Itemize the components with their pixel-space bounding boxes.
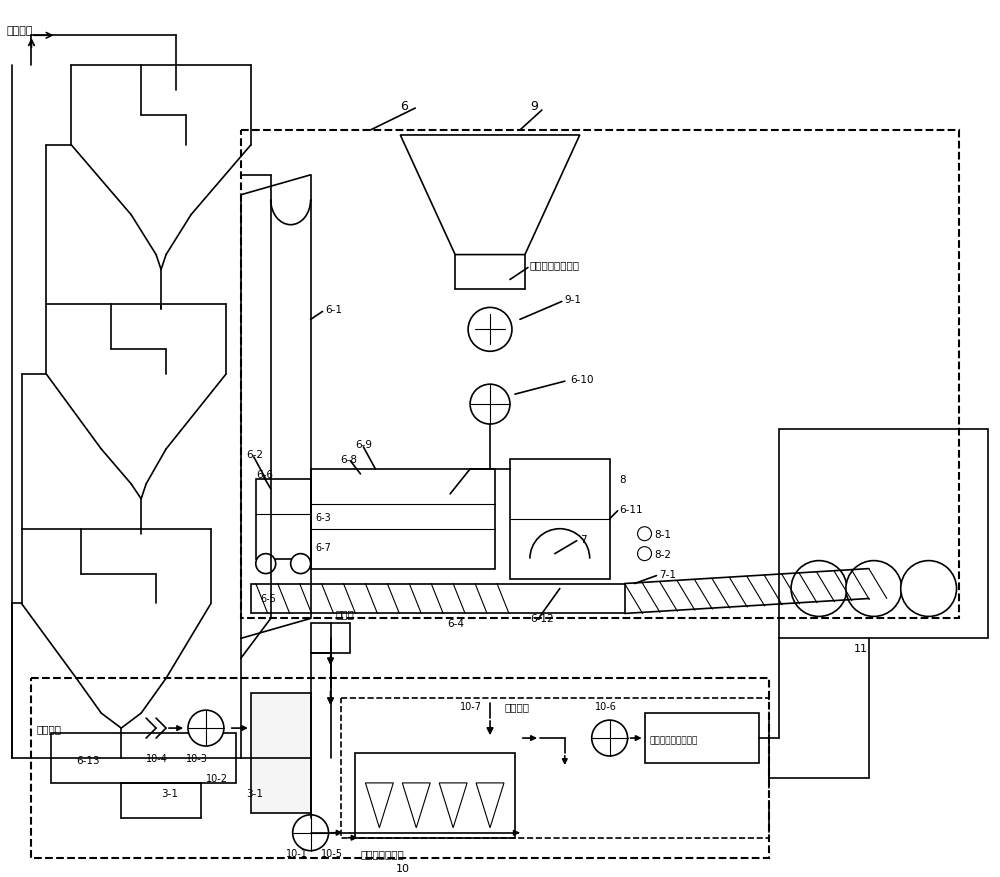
Circle shape — [470, 385, 510, 424]
Text: 10-5: 10-5 — [321, 848, 343, 858]
Text: 8-1: 8-1 — [655, 529, 672, 539]
Text: 6: 6 — [400, 99, 408, 112]
Circle shape — [592, 720, 628, 756]
Bar — [251, 584, 625, 614]
Text: 7: 7 — [580, 534, 586, 544]
Text: 10-7: 10-7 — [460, 702, 482, 711]
Text: 10-1: 10-1 — [286, 848, 308, 858]
Text: 6-5: 6-5 — [261, 594, 277, 603]
Circle shape — [638, 527, 652, 541]
Text: 3-1: 3-1 — [161, 788, 178, 798]
Text: 余热发电或废气处理: 余热发电或废气处理 — [650, 736, 698, 745]
Text: 6-10: 6-10 — [570, 374, 593, 385]
Bar — [241, 131, 959, 618]
Text: 7-1: 7-1 — [659, 569, 676, 579]
Bar — [251, 694, 311, 813]
Text: 6-2: 6-2 — [246, 449, 263, 460]
Text: 常温空气: 常温空气 — [505, 702, 530, 711]
Bar — [341, 698, 769, 838]
Text: 作为水泥混合材: 作为水泥混合材 — [360, 848, 404, 858]
Text: 6-6: 6-6 — [256, 469, 273, 480]
Text: 6-12: 6-12 — [530, 614, 554, 624]
Text: 6-3: 6-3 — [316, 512, 331, 522]
Text: 8: 8 — [620, 474, 626, 484]
Bar — [31, 679, 769, 858]
Bar — [311, 624, 350, 653]
Bar — [645, 713, 759, 763]
Circle shape — [901, 561, 957, 617]
Circle shape — [468, 308, 512, 352]
Bar — [355, 753, 515, 838]
Text: 9: 9 — [530, 99, 538, 112]
Bar — [256, 480, 311, 559]
Text: 10-6: 10-6 — [595, 702, 617, 711]
Text: 6-1: 6-1 — [326, 305, 343, 315]
Text: 6-9: 6-9 — [355, 439, 372, 450]
Circle shape — [846, 561, 902, 617]
Bar — [510, 460, 610, 579]
Bar — [51, 733, 236, 783]
Text: 6-7: 6-7 — [316, 542, 331, 552]
Text: 9-1: 9-1 — [565, 295, 582, 305]
Text: 8-2: 8-2 — [655, 549, 672, 559]
Text: 水泥生料: 水泥生料 — [7, 26, 33, 36]
Text: 6-8: 6-8 — [341, 454, 358, 465]
Circle shape — [256, 554, 276, 574]
Circle shape — [293, 815, 329, 851]
Text: 降温空气: 降温空气 — [36, 724, 61, 733]
Text: 10-4: 10-4 — [146, 753, 168, 763]
Circle shape — [291, 554, 311, 574]
Text: 10: 10 — [395, 863, 409, 873]
Text: 10-3: 10-3 — [186, 753, 208, 763]
Circle shape — [638, 547, 652, 561]
Text: 6-11: 6-11 — [620, 504, 643, 514]
Text: 3-1: 3-1 — [246, 788, 263, 798]
Circle shape — [791, 561, 847, 617]
Text: 6-4: 6-4 — [447, 618, 464, 629]
Text: 6-13: 6-13 — [76, 755, 100, 765]
Bar — [311, 469, 495, 569]
Text: 10-2: 10-2 — [206, 773, 228, 783]
Text: 替代燃料和废弃物: 替代燃料和废弃物 — [530, 260, 580, 270]
Text: 11: 11 — [854, 644, 868, 653]
Circle shape — [188, 710, 224, 746]
Text: 取风点: 取风点 — [336, 609, 354, 619]
Bar — [779, 430, 988, 638]
